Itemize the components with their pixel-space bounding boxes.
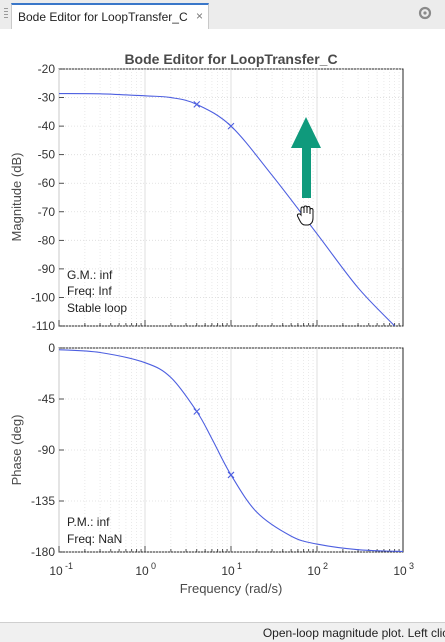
magnitude-curve[interactable] bbox=[59, 93, 396, 326]
y-tick-label: -90 bbox=[38, 443, 56, 457]
up-arrow-icon bbox=[291, 117, 321, 198]
y-tick-label: -135 bbox=[31, 494, 55, 508]
plot-title: Bode Editor for LoopTransfer_C bbox=[124, 51, 337, 67]
pm-freq-label: Freq: NaN bbox=[67, 532, 122, 546]
phase-axes[interactable]: 0 -45 -90 -135 -180 P.M.: inf Freq: NaN bbox=[31, 341, 404, 559]
phase-y-label: Phase (deg) bbox=[9, 415, 24, 486]
gm-freq-label: Freq: Inf bbox=[67, 284, 112, 298]
y-tick-label: -60 bbox=[38, 176, 56, 190]
x-tick-exponent: 0 bbox=[151, 561, 156, 571]
drag-grip-icon[interactable] bbox=[2, 5, 10, 21]
x-tick-exponent: 3 bbox=[409, 561, 414, 571]
stability-label: Stable loop bbox=[67, 301, 127, 315]
y-tick-label: -30 bbox=[38, 91, 56, 105]
phase-curve[interactable] bbox=[59, 349, 403, 552]
bode-plot-canvas[interactable]: Bode Editor for LoopTransfer_C -20 -30 -40… bbox=[0, 29, 445, 622]
x-tick-label: 10 bbox=[221, 564, 235, 578]
x-tick-exponent: 2 bbox=[323, 561, 328, 571]
y-tick-label: -70 bbox=[38, 205, 56, 219]
y-tick-label: -80 bbox=[38, 233, 56, 247]
y-tick-label: -180 bbox=[31, 545, 55, 559]
magnitude-markers bbox=[193, 101, 235, 130]
phase-y-ticks: 0 -45 -90 -135 -180 bbox=[31, 341, 55, 559]
open-hand-cursor-icon bbox=[296, 205, 314, 226]
bode-editor-window: Bode Editor for LoopTransfer_C -20 -30 -40… bbox=[0, 29, 445, 622]
y-tick-label: 0 bbox=[48, 341, 55, 355]
magnitude-y-label: Magnitude (dB) bbox=[9, 153, 24, 242]
gm-label: G.M.: inf bbox=[67, 268, 113, 282]
y-tick-label: -20 bbox=[38, 62, 56, 76]
status-text: Open-loop magnitude plot. Left click and… bbox=[262, 626, 445, 640]
pole-marker bbox=[193, 101, 201, 108]
x-tick-exponent: -1 bbox=[65, 561, 73, 571]
x-tick-label: 10 bbox=[49, 564, 63, 578]
tab-bode-editor[interactable]: Bode Editor for LoopTransfer_C × bbox=[11, 3, 209, 29]
pole-marker bbox=[193, 408, 201, 415]
magnitude-y-ticks: -20 -30 -40 -50 -60 -70 -80 -90 -100 -110 bbox=[31, 62, 55, 333]
magnitude-axes[interactable]: -20 -30 -40 -50 -60 -70 -80 -90 -100 -110 G.M.: i… bbox=[31, 62, 404, 333]
pole-marker bbox=[227, 122, 235, 130]
x-tick-label: 10 bbox=[135, 564, 149, 578]
tab-bar: Bode Editor for LoopTransfer_C × bbox=[0, 0, 445, 30]
y-tick-label: -45 bbox=[38, 392, 56, 406]
pole-marker bbox=[227, 471, 235, 479]
y-tick-label: -90 bbox=[38, 262, 56, 276]
y-tick-label: -40 bbox=[38, 119, 56, 133]
tab-label: Bode Editor for LoopTransfer_C bbox=[18, 10, 188, 24]
phase-markers bbox=[193, 408, 235, 479]
x-tick-label: 10 bbox=[393, 564, 407, 578]
status-bar: Open-loop magnitude plot. Left click and… bbox=[0, 622, 445, 642]
frequency-x-ticks: 10 -1 10 0 10 1 10 2 10 3 bbox=[49, 561, 414, 578]
y-tick-label: -50 bbox=[38, 148, 56, 162]
pm-label: P.M.: inf bbox=[67, 515, 110, 529]
y-tick-label: -110 bbox=[32, 319, 55, 333]
close-icon[interactable]: × bbox=[196, 9, 204, 23]
gear-icon[interactable] bbox=[418, 6, 432, 20]
x-tick-label: 10 bbox=[307, 564, 321, 578]
y-tick-label: -100 bbox=[31, 290, 55, 304]
x-tick-exponent: 1 bbox=[237, 561, 242, 571]
frequency-x-label: Frequency (rad/s) bbox=[180, 581, 283, 596]
